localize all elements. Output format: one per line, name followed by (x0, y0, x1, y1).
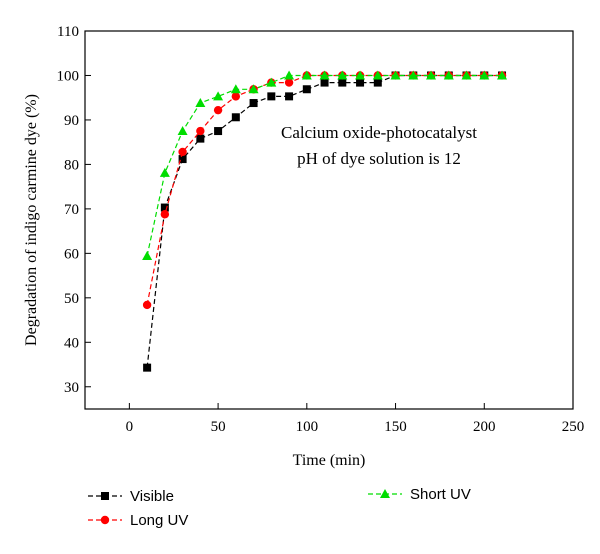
legend-marker (101, 492, 109, 500)
legend-item: Long UV (88, 512, 188, 529)
data-point (302, 85, 311, 94)
legend: Visible Long UV Short UV (88, 486, 471, 529)
data-point (373, 78, 382, 87)
data-point (301, 70, 312, 80)
y-tick-label: 60 (64, 246, 79, 262)
data-point (196, 126, 205, 136)
x-axis-ticks: 0 50 100 150 200 250 (126, 403, 585, 435)
data-point (178, 155, 187, 164)
data-point (142, 300, 152, 310)
series-visible (143, 71, 507, 372)
data-point (249, 99, 258, 108)
data-point (319, 70, 330, 80)
x-tick-label: 250 (562, 419, 585, 435)
legend-label: Visible (130, 488, 174, 505)
legend-label: Long UV (130, 512, 188, 529)
x-tick-label: 100 (296, 419, 319, 435)
data-point (443, 70, 454, 80)
data-point (355, 70, 366, 80)
y-tick-label: 90 (64, 113, 79, 129)
x-axis-title: Time (min) (293, 452, 366, 469)
legend-item: Visible (88, 488, 174, 505)
data-point (285, 92, 294, 101)
series-line (146, 74, 502, 257)
y-tick-label: 50 (64, 291, 79, 307)
annotation-line-2: pH of dye solution is 12 (297, 149, 461, 168)
annotation-line-1: Calcium oxide-photocatalyst (281, 123, 477, 142)
data-point (372, 70, 383, 80)
data-point (356, 78, 365, 87)
data-point (143, 363, 152, 372)
legend-marker (380, 489, 390, 498)
data-point (497, 70, 508, 80)
series-layer (142, 70, 508, 372)
data-point (213, 91, 224, 101)
data-point (231, 113, 240, 122)
data-point (320, 78, 329, 87)
data-point (461, 70, 472, 80)
y-tick-label: 70 (64, 202, 79, 218)
y-axis-ticks: 30 40 50 60 70 80 90 100 110 (57, 24, 91, 396)
x-tick-label: 50 (211, 419, 226, 435)
data-point (408, 70, 419, 80)
y-tick-label: 30 (64, 380, 79, 396)
data-point (178, 147, 187, 157)
legend-item: Short UV (368, 486, 471, 503)
y-tick-label: 40 (64, 335, 79, 351)
data-point (230, 84, 241, 94)
series-short-uv (142, 70, 508, 261)
data-point (160, 203, 169, 212)
series-line (146, 74, 502, 306)
y-axis-title: Degradation of indigo carmine dye (%) (23, 94, 40, 346)
data-point (159, 167, 170, 177)
legend-marker (100, 515, 110, 525)
series-line (146, 74, 502, 368)
data-point (142, 251, 153, 261)
data-point (213, 105, 223, 115)
legend-label: Short UV (410, 486, 471, 503)
plot-frame (84, 30, 574, 410)
data-point (338, 78, 347, 87)
data-point (195, 98, 206, 108)
y-tick-label: 80 (64, 157, 79, 173)
data-point (214, 127, 223, 136)
x-tick-label: 200 (473, 419, 496, 435)
data-point (248, 84, 259, 94)
y-tick-label: 110 (57, 24, 79, 40)
data-point (177, 126, 188, 136)
x-tick-label: 150 (384, 419, 407, 435)
data-point (284, 70, 295, 80)
data-point (337, 70, 348, 80)
data-point (267, 92, 276, 101)
y-tick-label: 100 (57, 68, 80, 84)
data-point (284, 78, 294, 87)
data-point (426, 70, 437, 80)
data-point (160, 210, 170, 219)
x-tick-label: 0 (126, 419, 134, 435)
data-point (266, 77, 277, 87)
data-point (390, 70, 401, 80)
data-point (479, 70, 490, 80)
data-point (196, 134, 205, 143)
data-point (231, 92, 241, 101)
